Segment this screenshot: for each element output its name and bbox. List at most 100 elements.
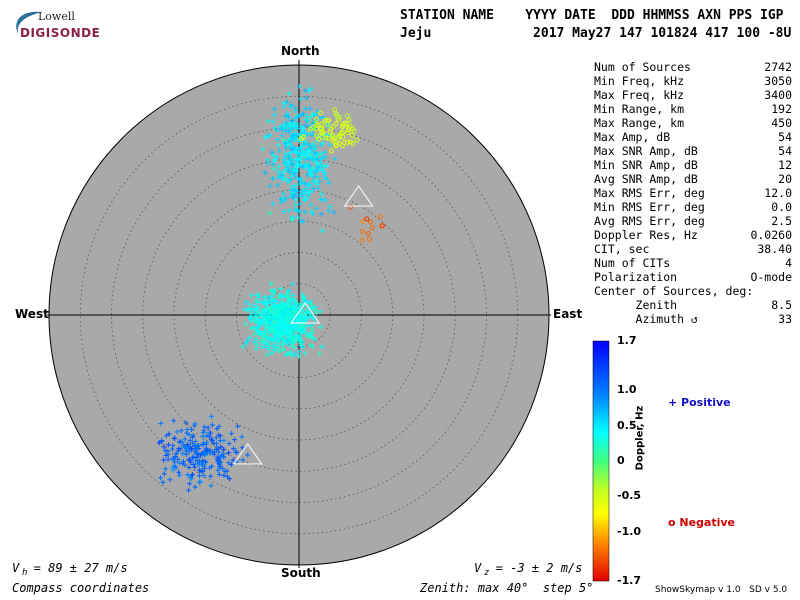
negative-source-point bbox=[301, 134, 307, 140]
stat-row: Doppler Res, Hz 0.0260 bbox=[594, 228, 792, 242]
positive-source-point bbox=[309, 150, 315, 156]
positive-source-point bbox=[309, 143, 315, 149]
positive-source-point bbox=[284, 338, 290, 344]
positive-source-point bbox=[253, 324, 259, 330]
positive-source-point bbox=[281, 100, 287, 106]
positive-source-point bbox=[221, 438, 227, 444]
positive-source-point bbox=[208, 437, 214, 443]
positive-source-point bbox=[158, 420, 164, 426]
vz-subscript: z bbox=[484, 568, 490, 578]
positive-source-point bbox=[268, 281, 274, 287]
positive-source-point bbox=[176, 439, 182, 445]
positive-source-point bbox=[182, 444, 188, 450]
positive-source-point bbox=[266, 295, 272, 301]
negative-legend: o Negative bbox=[668, 516, 735, 529]
positive-source-point bbox=[303, 324, 309, 330]
positive-legend: + Positive bbox=[668, 396, 731, 409]
positive-source-point bbox=[263, 300, 269, 306]
positive-source-point bbox=[299, 339, 305, 345]
stat-label: Avg SNR Amp, dB bbox=[594, 172, 698, 186]
positive-source-point bbox=[194, 454, 200, 460]
stat-row: Avg SNR Amp, dB 20 bbox=[594, 172, 792, 186]
statistics-panel: Num of Sources 2742 Min Freq, kHz 3050 Max F… bbox=[594, 60, 792, 326]
positive-source-point bbox=[319, 344, 325, 350]
positive-source-point bbox=[170, 467, 176, 473]
positive-source-point bbox=[190, 462, 196, 468]
positive-source-point bbox=[293, 167, 299, 173]
stat-row: Num of CITs 4 bbox=[594, 256, 792, 270]
positive-source-point bbox=[266, 343, 272, 349]
stat-label: Polarization bbox=[594, 270, 678, 284]
negative-source-point bbox=[328, 126, 334, 132]
positive-source-point bbox=[183, 420, 189, 426]
positive-source-point bbox=[290, 336, 296, 342]
stat-value: 450 bbox=[771, 116, 792, 130]
positive-source-point bbox=[266, 346, 272, 352]
positive-source-point bbox=[165, 448, 171, 454]
positive-source-point bbox=[226, 450, 232, 456]
stat-value: 0.0260 bbox=[750, 228, 792, 242]
positive-source-point bbox=[275, 142, 281, 148]
reference-triangles bbox=[232, 185, 374, 465]
positive-source-point bbox=[300, 153, 306, 159]
positive-source-point bbox=[302, 181, 308, 187]
positive-source-point bbox=[216, 472, 222, 478]
positive-source-point bbox=[285, 114, 291, 120]
positive-source-point bbox=[311, 165, 317, 171]
positive-source-point bbox=[269, 337, 275, 343]
positive-source-point bbox=[293, 324, 299, 330]
positive-source-point bbox=[290, 343, 296, 349]
positive-source-point bbox=[280, 177, 286, 183]
positive-source-point bbox=[269, 350, 275, 356]
header-values: Jeju 2017 May27 147 101824 417 100 -8U bbox=[400, 26, 792, 41]
positive-source-point bbox=[300, 126, 306, 132]
positive-source-point bbox=[306, 156, 312, 162]
negative-source-point bbox=[343, 121, 349, 127]
positive-source-point bbox=[298, 96, 304, 102]
positive-source-point bbox=[291, 297, 297, 303]
positive-source-point bbox=[285, 159, 291, 165]
positive-source-point bbox=[276, 349, 282, 355]
positive-source-point bbox=[289, 118, 295, 124]
stat-row: Min SNR Amp, dB 12 bbox=[594, 158, 792, 172]
stat-label: Min RMS Err, deg bbox=[594, 200, 705, 214]
positive-source-point bbox=[190, 433, 196, 439]
negative-source-point bbox=[330, 138, 336, 144]
positive-source-point bbox=[169, 446, 175, 452]
positive-source-point bbox=[221, 454, 227, 460]
stat-row: Zenith 8.5 bbox=[594, 298, 792, 312]
positive-source-point bbox=[286, 288, 292, 294]
positive-source-point bbox=[225, 474, 231, 480]
positive-source-point bbox=[232, 437, 238, 443]
negative-source-point bbox=[316, 136, 322, 142]
positive-source-point bbox=[276, 163, 282, 169]
stat-row: Avg RMS Err, deg 2.5 bbox=[594, 214, 792, 228]
positive-source-point bbox=[322, 149, 328, 155]
positive-source-point bbox=[298, 123, 304, 129]
positive-source-point bbox=[280, 347, 286, 353]
positive-source-point bbox=[298, 146, 304, 152]
negative-source-point bbox=[359, 229, 365, 235]
positive-source-point bbox=[185, 441, 191, 447]
positive-source-point bbox=[281, 191, 287, 197]
positive-source-point bbox=[186, 487, 192, 493]
positive-source-point bbox=[263, 344, 269, 350]
positive-source-point bbox=[282, 197, 288, 203]
stat-value: 2742 bbox=[764, 60, 792, 74]
positive-source-point bbox=[202, 466, 208, 472]
positive-source-point bbox=[297, 209, 303, 215]
positive-source-point bbox=[317, 351, 323, 357]
positive-source-point bbox=[309, 326, 315, 332]
positive-source-point bbox=[269, 297, 275, 303]
positive-source-point bbox=[313, 169, 319, 175]
positive-source-point bbox=[283, 331, 289, 337]
positive-source-point bbox=[272, 125, 278, 131]
stat-row: Center of Sources, deg: bbox=[594, 284, 792, 298]
negative-source-point bbox=[366, 236, 372, 242]
positive-source-point bbox=[275, 136, 281, 142]
positive-source-point bbox=[243, 341, 249, 347]
positive-source-point bbox=[161, 444, 167, 450]
positive-source-point bbox=[283, 176, 289, 182]
positive-source-point bbox=[165, 442, 171, 448]
positive-source-point bbox=[307, 182, 313, 188]
